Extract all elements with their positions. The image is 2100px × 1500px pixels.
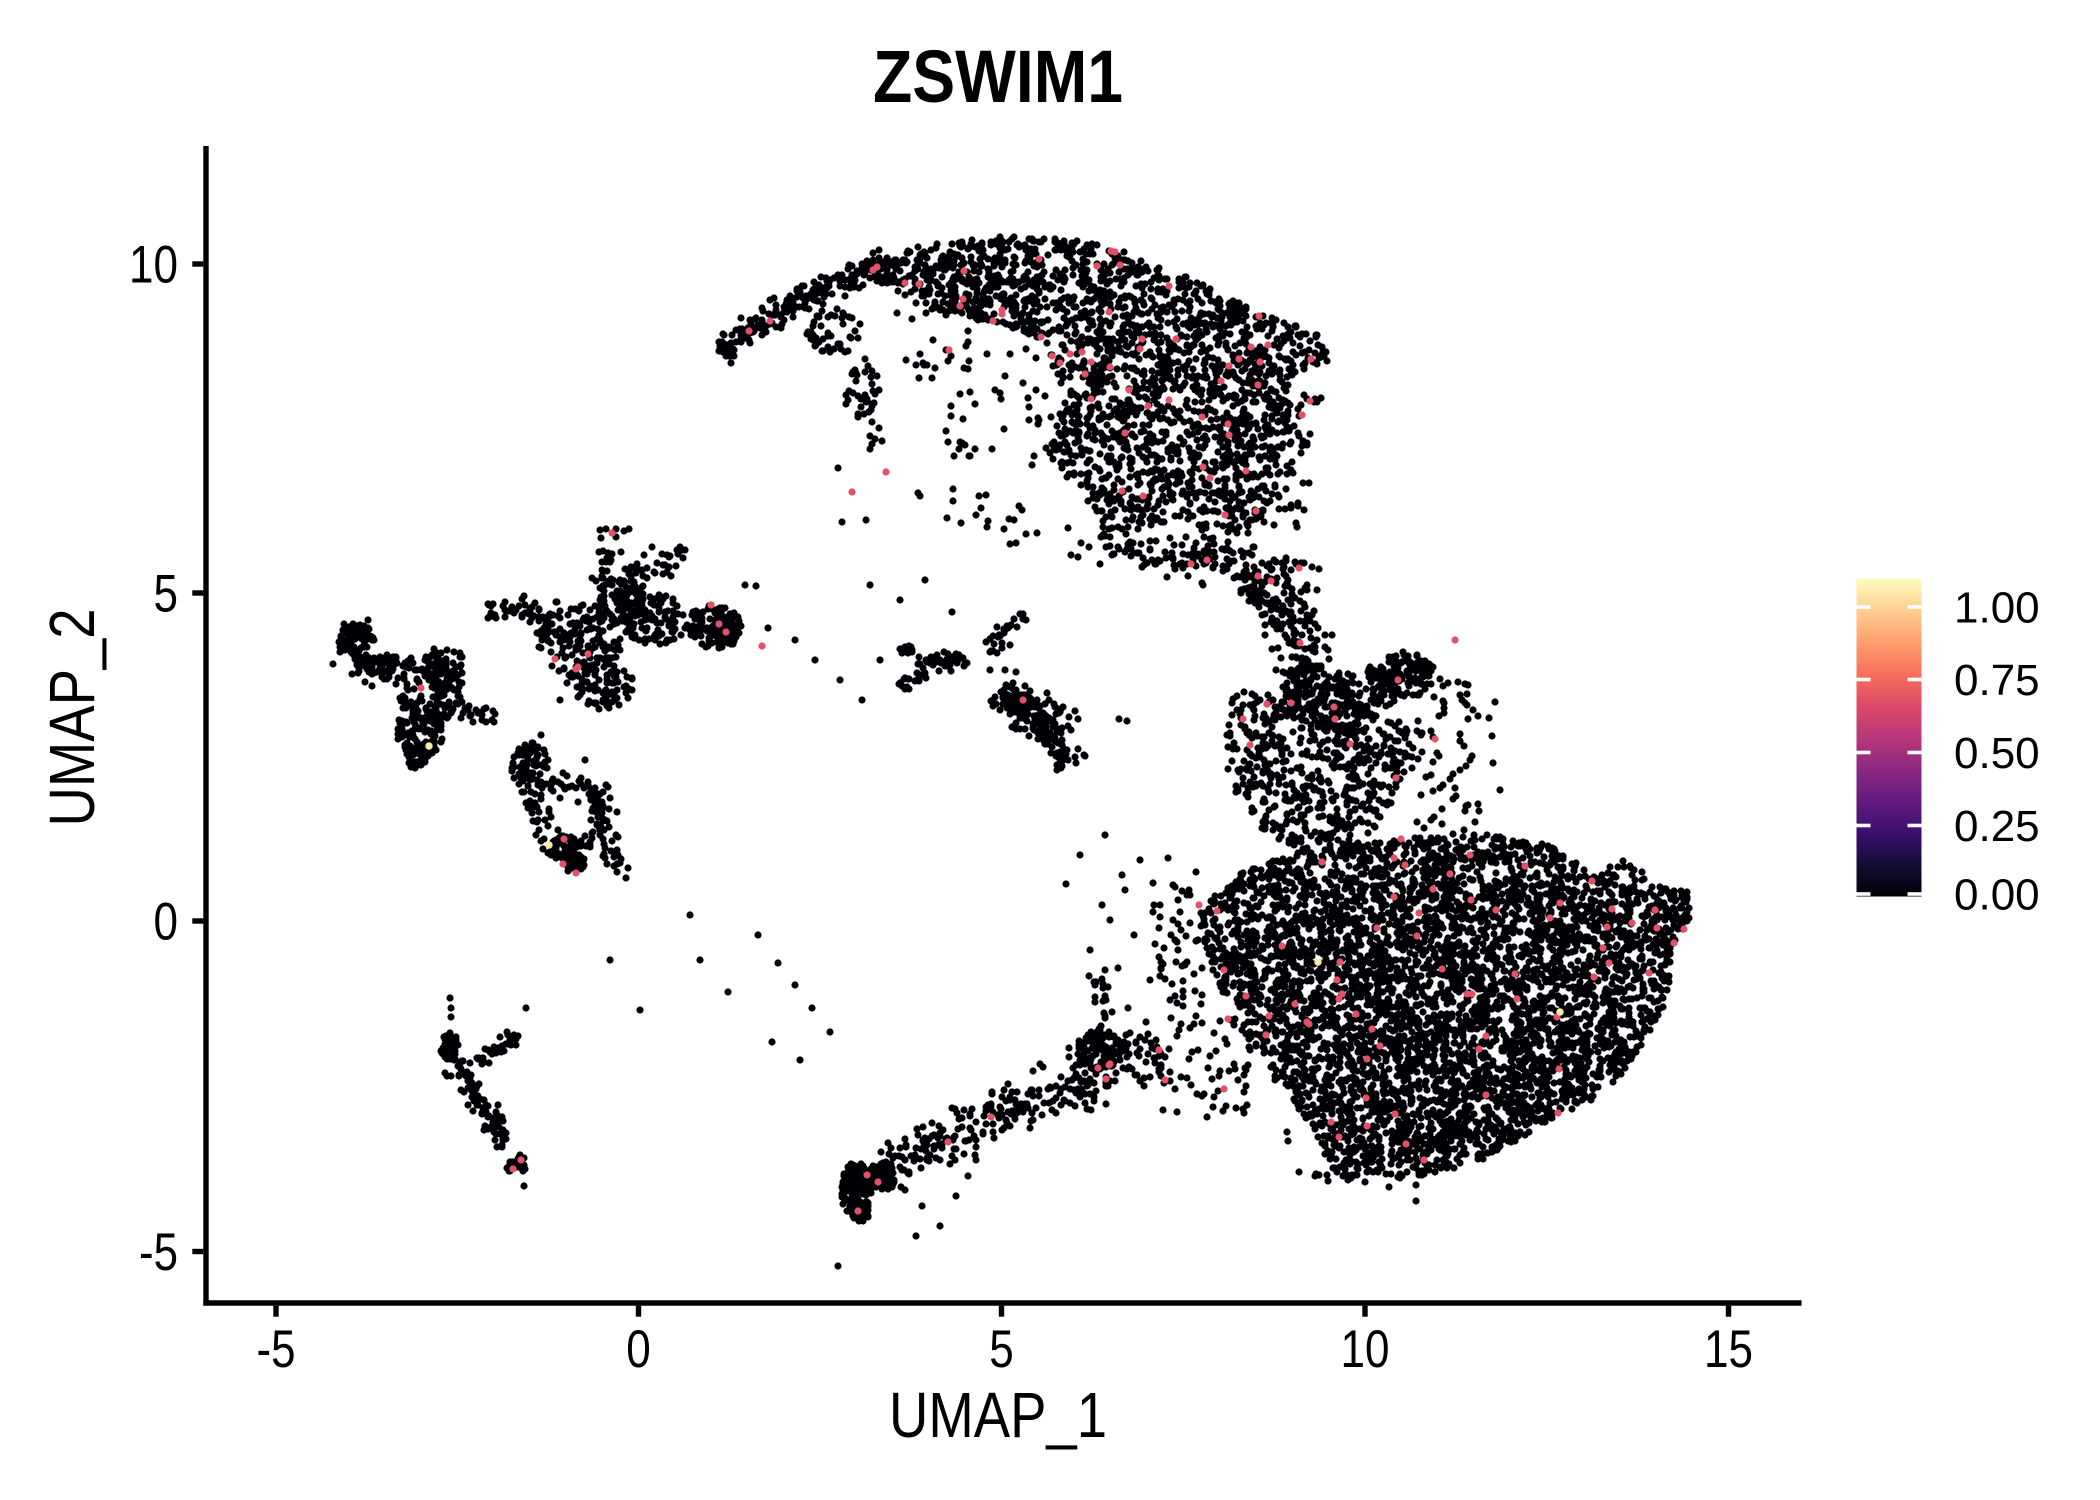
svg-text:0.00: 0.00 [1954, 871, 2040, 920]
svg-text:ZSWIM1: ZSWIM1 [873, 35, 1123, 118]
svg-text:0: 0 [626, 1320, 651, 1379]
svg-text:10: 10 [129, 236, 178, 295]
svg-text:5: 5 [154, 565, 179, 624]
svg-text:5: 5 [989, 1320, 1014, 1379]
svg-text:1.00: 1.00 [1954, 584, 2040, 633]
svg-text:-5: -5 [139, 1223, 178, 1282]
svg-text:UMAP_2: UMAP_2 [36, 609, 108, 827]
svg-text:15: 15 [1704, 1320, 1753, 1379]
svg-text:0: 0 [154, 893, 179, 952]
svg-text:UMAP_1: UMAP_1 [889, 1379, 1107, 1451]
svg-text:0.75: 0.75 [1954, 656, 2040, 705]
svg-text:-5: -5 [257, 1320, 296, 1379]
svg-text:0.50: 0.50 [1954, 729, 2040, 778]
svg-text:0.25: 0.25 [1954, 802, 2040, 851]
svg-text:10: 10 [1341, 1320, 1390, 1379]
